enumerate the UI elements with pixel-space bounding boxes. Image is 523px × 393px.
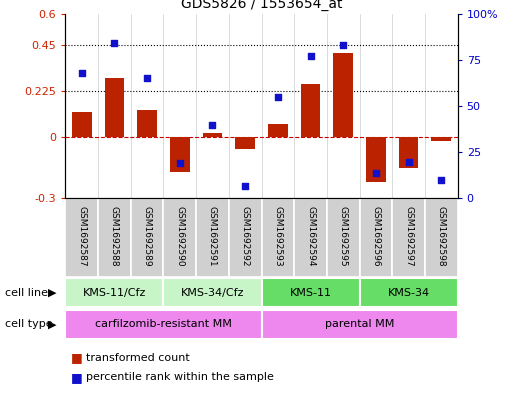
Text: cell type: cell type: [5, 319, 53, 329]
Text: KMS-11: KMS-11: [290, 288, 332, 298]
Bar: [268, 123, 288, 137]
Bar: [262, 198, 294, 277]
Bar: [262, 310, 458, 339]
Bar: [262, 278, 360, 307]
Bar: [131, 198, 163, 277]
Bar: [366, 137, 385, 182]
Text: KMS-11/Cfz: KMS-11/Cfz: [83, 288, 146, 298]
Text: GSM1692594: GSM1692594: [306, 206, 315, 266]
Point: [404, 158, 413, 165]
Point: [241, 182, 249, 189]
Text: KMS-34: KMS-34: [388, 288, 430, 298]
Point: [339, 42, 347, 48]
Bar: [301, 84, 320, 137]
Bar: [65, 278, 163, 307]
Text: KMS-34/Cfz: KMS-34/Cfz: [181, 288, 244, 298]
Point: [110, 40, 119, 46]
Bar: [334, 53, 353, 137]
Title: GDS5826 / 1553654_at: GDS5826 / 1553654_at: [181, 0, 342, 11]
Text: GSM1692591: GSM1692591: [208, 206, 217, 266]
Bar: [72, 112, 92, 137]
Bar: [65, 310, 262, 339]
Text: GSM1692587: GSM1692587: [77, 206, 86, 266]
Bar: [294, 198, 327, 277]
Text: parental MM: parental MM: [325, 319, 394, 329]
Text: GSM1692589: GSM1692589: [143, 206, 152, 266]
Text: GSM1692598: GSM1692598: [437, 206, 446, 266]
Text: transformed count: transformed count: [86, 353, 190, 363]
Bar: [170, 137, 190, 172]
Bar: [425, 198, 458, 277]
Text: GSM1692592: GSM1692592: [241, 206, 249, 266]
Text: GSM1692596: GSM1692596: [371, 206, 380, 266]
Bar: [360, 278, 458, 307]
Bar: [327, 198, 360, 277]
Point: [372, 169, 380, 176]
Point: [143, 75, 151, 82]
Text: carfilzomib-resistant MM: carfilzomib-resistant MM: [95, 319, 232, 329]
Text: ▶: ▶: [48, 319, 56, 329]
Text: GSM1692593: GSM1692593: [274, 206, 282, 266]
Bar: [431, 137, 451, 141]
Bar: [360, 198, 392, 277]
Bar: [229, 198, 262, 277]
Bar: [235, 137, 255, 149]
Text: cell line: cell line: [5, 288, 48, 298]
Bar: [98, 198, 131, 277]
Bar: [196, 198, 229, 277]
Text: GSM1692595: GSM1692595: [339, 206, 348, 266]
Bar: [399, 137, 418, 168]
Text: ■: ■: [71, 371, 82, 384]
Text: percentile rank within the sample: percentile rank within the sample: [86, 372, 274, 382]
Text: GSM1692597: GSM1692597: [404, 206, 413, 266]
Point: [77, 70, 86, 76]
Bar: [163, 198, 196, 277]
Bar: [392, 198, 425, 277]
Point: [208, 121, 217, 128]
Point: [306, 53, 315, 59]
Point: [437, 177, 446, 183]
Bar: [163, 278, 262, 307]
Point: [176, 160, 184, 167]
Bar: [105, 79, 124, 137]
Bar: [65, 198, 98, 277]
Text: ■: ■: [71, 351, 82, 364]
Text: GSM1692588: GSM1692588: [110, 206, 119, 266]
Bar: [137, 110, 157, 137]
Text: GSM1692590: GSM1692590: [175, 206, 184, 266]
Text: ▶: ▶: [48, 288, 56, 298]
Point: [274, 94, 282, 100]
Bar: [203, 133, 222, 137]
